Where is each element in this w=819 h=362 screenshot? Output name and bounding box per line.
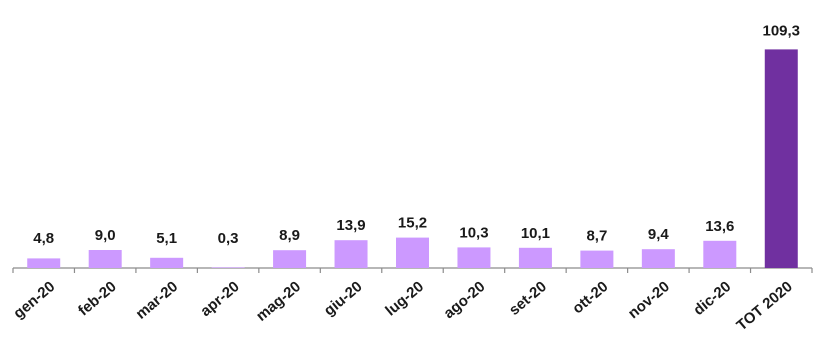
bar-ott-20 <box>580 250 614 268</box>
category-label: giu-20 <box>321 278 366 319</box>
category-label: mar-20 <box>133 278 182 323</box>
bar-apr-20 <box>211 267 245 268</box>
category-label: TOT 2020 <box>733 278 795 334</box>
value-label: 13,9 <box>336 217 365 234</box>
value-label: 10,1 <box>521 225 550 242</box>
category-label: ago-20 <box>441 278 489 322</box>
bars-group <box>27 49 798 269</box>
category-label: ott-20 <box>569 278 611 317</box>
category-label: feb-20 <box>75 278 120 319</box>
category-label: nov-20 <box>625 278 673 322</box>
bar-gen-20 <box>27 258 61 268</box>
bar-ago-20 <box>457 247 491 268</box>
value-label: 9,0 <box>95 227 116 244</box>
bar-giu-20 <box>334 240 368 268</box>
category-label: lug-20 <box>382 278 427 319</box>
value-labels-group: 4,8 9,0 5,1 0,3 8,9 13,9 15,2 10,3 10,1 8,7 9,4 13,… <box>33 22 800 247</box>
bar-lug-20 <box>396 237 429 268</box>
bar-mar-20 <box>150 257 184 268</box>
category-label: dic-20 <box>690 278 734 319</box>
bar-mag-20 <box>273 250 307 268</box>
bar-dic-20 <box>703 240 737 268</box>
value-label: 8,9 <box>279 227 300 244</box>
value-label: 15,2 <box>398 215 427 232</box>
bar-set-20 <box>518 247 552 268</box>
value-label: 10,3 <box>459 224 488 241</box>
x-axis-ticks <box>12 268 813 273</box>
value-label: 0,3 <box>218 230 239 247</box>
value-label: 9,4 <box>648 226 670 243</box>
value-label: 8,7 <box>586 228 607 245</box>
bar-nov-20 <box>641 249 675 268</box>
bar-total <box>764 49 798 269</box>
value-label: 13,6 <box>705 218 734 235</box>
category-label: mag-20 <box>253 278 304 325</box>
value-label: 109,3 <box>762 22 800 39</box>
category-label: apr-20 <box>197 278 242 320</box>
bar-feb-20 <box>88 250 122 268</box>
category-label: set-20 <box>506 278 550 319</box>
value-label: 5,1 <box>156 230 177 247</box>
value-label: 4,8 <box>33 230 54 247</box>
category-labels-group: gen-20 feb-20 mar-20 apr-20 mag-20 giu-20 lug-… <box>10 278 796 334</box>
category-label: gen-20 <box>10 278 58 322</box>
